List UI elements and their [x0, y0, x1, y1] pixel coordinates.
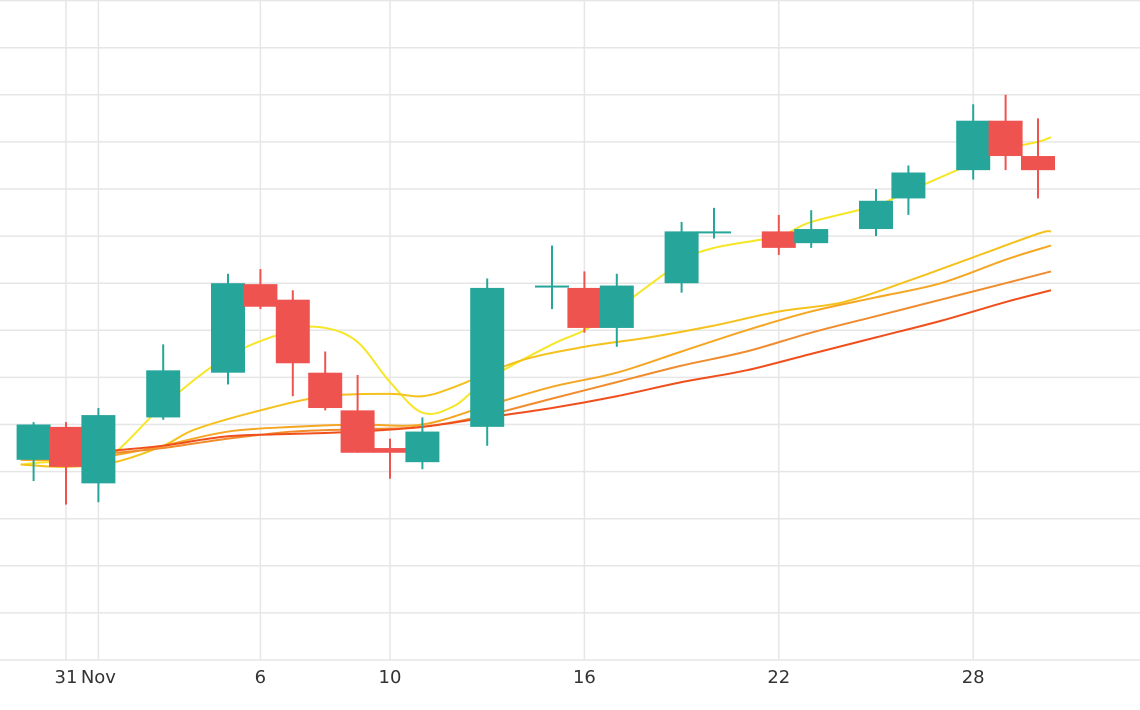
candle-body	[859, 200, 893, 230]
candle-body	[16, 424, 51, 460]
moving-average-line-4	[20, 270, 1052, 459]
candle-body	[405, 431, 440, 463]
candle-body	[243, 284, 278, 307]
candle-up	[697, 207, 731, 239]
candle-body	[567, 287, 602, 328]
candle-body	[599, 285, 634, 328]
candle-up	[470, 278, 505, 446]
candle-up	[956, 104, 991, 180]
candle-body	[81, 415, 116, 484]
candle-up	[146, 344, 181, 420]
candle-body	[1021, 156, 1055, 171]
candle-down	[340, 375, 375, 453]
x-tick-label: 10	[379, 667, 402, 688]
candle-body	[697, 231, 731, 234]
candle-up	[16, 422, 51, 482]
candle-up	[664, 221, 699, 293]
candle-up	[211, 273, 245, 385]
candle-body	[956, 120, 991, 171]
candle-up	[81, 408, 116, 503]
candle-body	[308, 372, 343, 409]
candles	[16, 94, 1055, 505]
x-tick-label: 22	[767, 667, 790, 688]
candle-up	[535, 245, 569, 310]
candle-down	[373, 438, 407, 479]
x-tick-label: Nov	[81, 667, 116, 688]
candle-body	[891, 172, 926, 199]
candle-down	[1021, 118, 1055, 199]
candle-down	[567, 271, 602, 333]
candle-up	[405, 417, 440, 470]
candle-down	[49, 422, 83, 505]
candle-body	[535, 285, 569, 288]
candle-body	[794, 229, 829, 244]
candle-down	[275, 290, 310, 397]
candle-body	[49, 426, 83, 467]
candle-down	[308, 351, 343, 411]
candle-body	[275, 299, 310, 364]
candle-down	[243, 269, 278, 310]
candle-body	[211, 283, 245, 373]
candle-up	[859, 189, 893, 237]
x-tick-label: 6	[255, 667, 266, 688]
candle-body	[146, 370, 181, 418]
candle-body	[470, 287, 505, 427]
x-tick-label: 28	[962, 667, 985, 688]
candle-up	[794, 210, 829, 248]
moving-average-line-2	[20, 230, 1052, 468]
horizontal-gridlines	[0, 0, 1140, 661]
candle-up	[891, 165, 926, 215]
candle-body	[340, 410, 375, 453]
candle-down	[761, 214, 796, 255]
candle-body	[761, 231, 796, 248]
candle-body	[988, 120, 1023, 157]
x-axis-tick-labels: 31 Nov 6 10 16 22 28	[55, 667, 985, 688]
candle-down	[988, 94, 1023, 171]
moving-average-line-5	[20, 289, 1052, 459]
x-tick-label: 16	[573, 667, 596, 688]
candle-up	[599, 273, 634, 347]
candle-body	[373, 448, 407, 453]
candle-body	[664, 231, 699, 284]
x-tick-label: 31	[55, 667, 78, 688]
